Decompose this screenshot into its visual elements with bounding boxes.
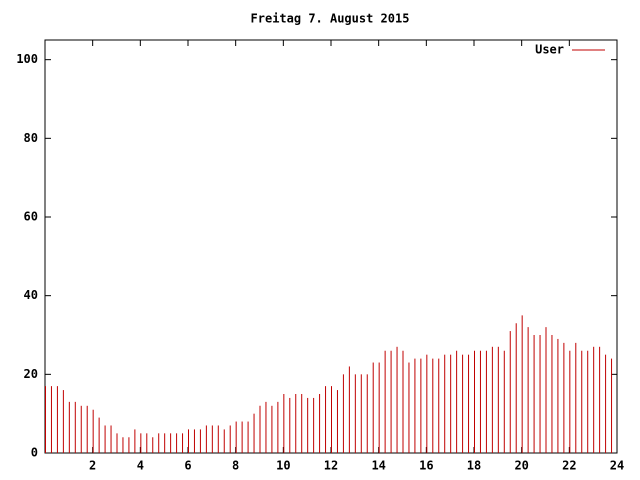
x-tick-label: 14 xyxy=(371,459,385,473)
x-tick-label: 2 xyxy=(89,459,96,473)
x-tick-label: 22 xyxy=(562,459,576,473)
x-tick-label: 8 xyxy=(232,459,239,473)
legend-label: User xyxy=(535,43,564,57)
x-tick-label: 4 xyxy=(137,459,144,473)
y-tick-label: 0 xyxy=(31,446,38,460)
x-tick-label: 16 xyxy=(419,459,433,473)
y-tick-label: 80 xyxy=(24,131,38,145)
x-tick-label: 12 xyxy=(324,459,338,473)
y-tick-label: 100 xyxy=(16,52,38,66)
x-tick-label: 10 xyxy=(276,459,290,473)
x-tick-label: 24 xyxy=(610,459,624,473)
y-tick-label: 20 xyxy=(24,367,38,381)
y-tick-label: 40 xyxy=(24,288,38,302)
y-tick-label: 60 xyxy=(24,210,38,224)
chart-title: Freitag 7. August 2015 xyxy=(251,12,410,26)
x-tick-label: 18 xyxy=(467,459,481,473)
x-tick-label: 20 xyxy=(514,459,528,473)
x-tick-label: 6 xyxy=(184,459,191,473)
